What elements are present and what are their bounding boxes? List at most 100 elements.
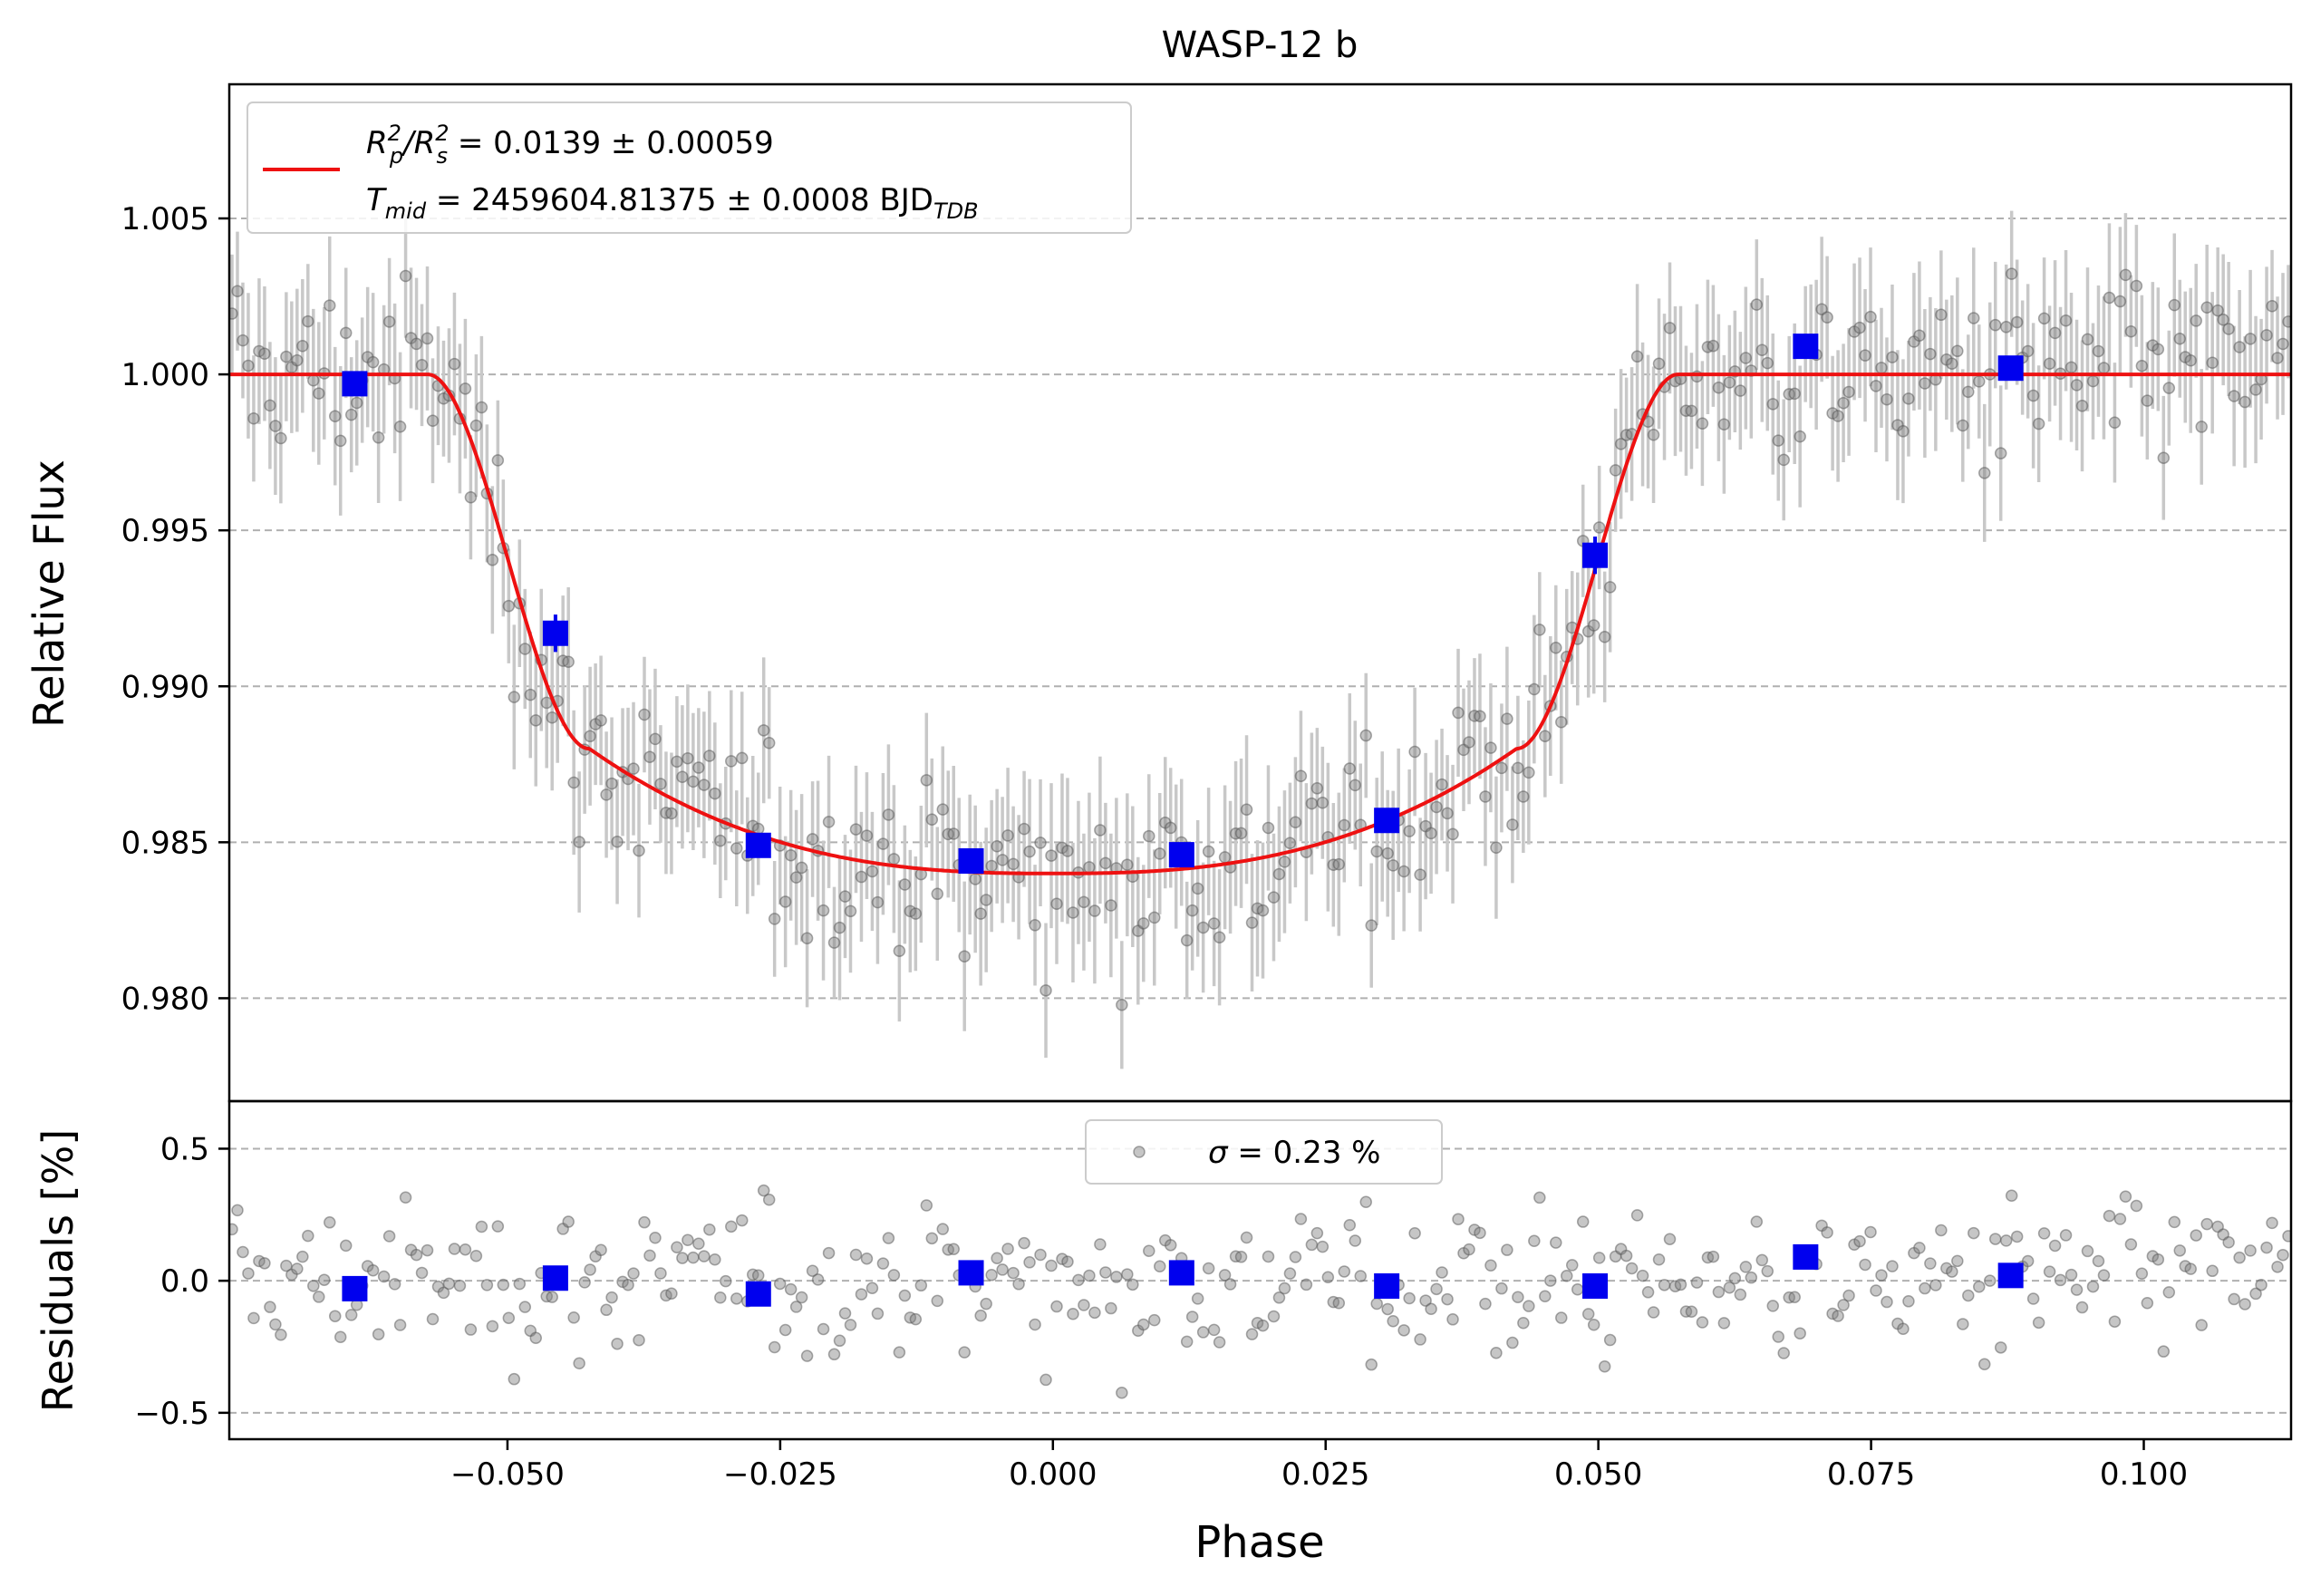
residual-data-point [778,1323,792,1337]
residual-data-point [1218,1269,1232,1282]
flux-data-point [1408,745,1421,759]
residual-data-point [313,1291,325,1303]
residual-data-point [573,1357,585,1369]
flux-data-point [1539,730,1552,742]
flux-data-point [1067,906,1079,919]
residual-data-point [2206,1264,2219,1278]
residual-data-point [762,1194,776,1206]
flux-data-point [1218,851,1232,864]
flux-data-point [2238,395,2251,409]
flux-binned-point [1374,808,1400,834]
residual-data-point [2086,1280,2100,1293]
residual-data-point [497,1278,510,1291]
residual-binned-point [745,1281,771,1307]
residual-data-point [698,1250,711,1262]
residual-data-point [307,1280,320,1292]
phase-x-tick-label: −0.025 [723,1456,837,1493]
flux-data-point [676,770,689,783]
flux-data-point [2151,343,2165,356]
residual-data-point [736,1214,749,1227]
legend-tmid-label: Tmid = 2459604.81375 ± 0.0008 BJDTDB [366,182,979,224]
residuals-axes-frame [227,1099,2293,1441]
residual-data-point [720,1274,732,1288]
residual-data-point [1436,1266,1448,1279]
residual-data-point [709,1253,721,1266]
flux-data-point [1517,790,1530,803]
flux-data-point [1717,418,1731,431]
flux-axes-frame [227,82,2293,1103]
flux-data-point [2244,333,2257,345]
residual-data-point [1349,1234,1362,1247]
residual-data-point [2151,1253,2165,1266]
residual-data-point [2184,1262,2197,1275]
flux-data-point [1484,741,1497,754]
flux-data-point [1381,846,1394,860]
residual-data-point [318,1273,331,1286]
residual-data-point [2043,1265,2056,1278]
flux-data-point [567,776,580,789]
flux-data-point [469,419,483,432]
flux-data-point [2032,417,2045,430]
residual-data-point [1105,1301,1117,1315]
flux-data-point [1349,779,1362,792]
residual-data-point [1962,1289,1975,1302]
residual-data-point [800,1349,814,1362]
flux-data-point [1630,350,1644,363]
residual-data-point [2135,1267,2149,1280]
flux-data-point [2190,314,2202,327]
residual-data-point [1550,1236,1562,1249]
flux-data-point [1207,917,1221,930]
residual-data-point [1712,1285,1726,1299]
residual-data-point [692,1237,705,1251]
residual-data-point [633,1333,645,1347]
residual-data-point [1381,1302,1394,1316]
residuals-legend-box [1085,1119,1443,1185]
residual-data-point [1755,1253,1769,1267]
flux-data-point [2282,315,2291,328]
flux-data-point [1614,438,1628,450]
flux-data-point [1501,712,1513,725]
flux-data-point [1078,895,1090,909]
flux-data-point [1951,344,1964,358]
flux-data-point [1061,845,1074,857]
flux-data-point [1864,310,1877,324]
residual-data-point [1581,1308,1595,1320]
residual-data-point [860,1252,874,1265]
residual-data-point [876,1257,890,1270]
flux-data-point [2064,361,2078,374]
flux-data-point [508,691,521,703]
flux-data-point [307,374,320,387]
residual-data-point [2048,1239,2062,1253]
residual-data-point [1310,1226,1324,1240]
residual-data-point [1658,1279,1671,1291]
flux-data-point [931,887,944,901]
residual-data-point [849,1248,863,1262]
residual-data-point [1517,1316,1530,1330]
flux-data-point [1946,357,1958,370]
phase-x-ticks: −0.050 −0.025 0.000 0.025 0.050 0.075 0.100 [450,1439,2188,1493]
residual-binned-point [1374,1272,1400,1299]
residual-data-point [1647,1306,1660,1319]
residual-data-point [2249,1287,2262,1301]
flux-binned-point [1168,842,1194,868]
flux-data-point [1234,827,1248,840]
residual-data-point [426,1312,440,1326]
flux-data-point [1555,715,1568,729]
flux-data-point [410,337,423,351]
flux-data-point [725,755,738,768]
residual-data-point [1365,1358,1378,1371]
residual-data-point [725,1220,738,1233]
residual-data-point [1951,1254,1964,1268]
flux-data-point [291,353,304,367]
flux-data-point [1957,419,1969,432]
legend-residual-marker [1133,1146,1146,1158]
residual-data-point [1370,1297,1383,1311]
residual-data-point [1734,1288,1747,1301]
flux-data-point [2005,267,2018,280]
residual-data-point [958,1346,971,1359]
flux-data-point [1441,807,1454,820]
flux-data-point [1550,642,1562,654]
flux-data-point [1023,845,1036,858]
residual-data-point [2081,1244,2094,1258]
residual-data-point [1576,1215,1590,1228]
